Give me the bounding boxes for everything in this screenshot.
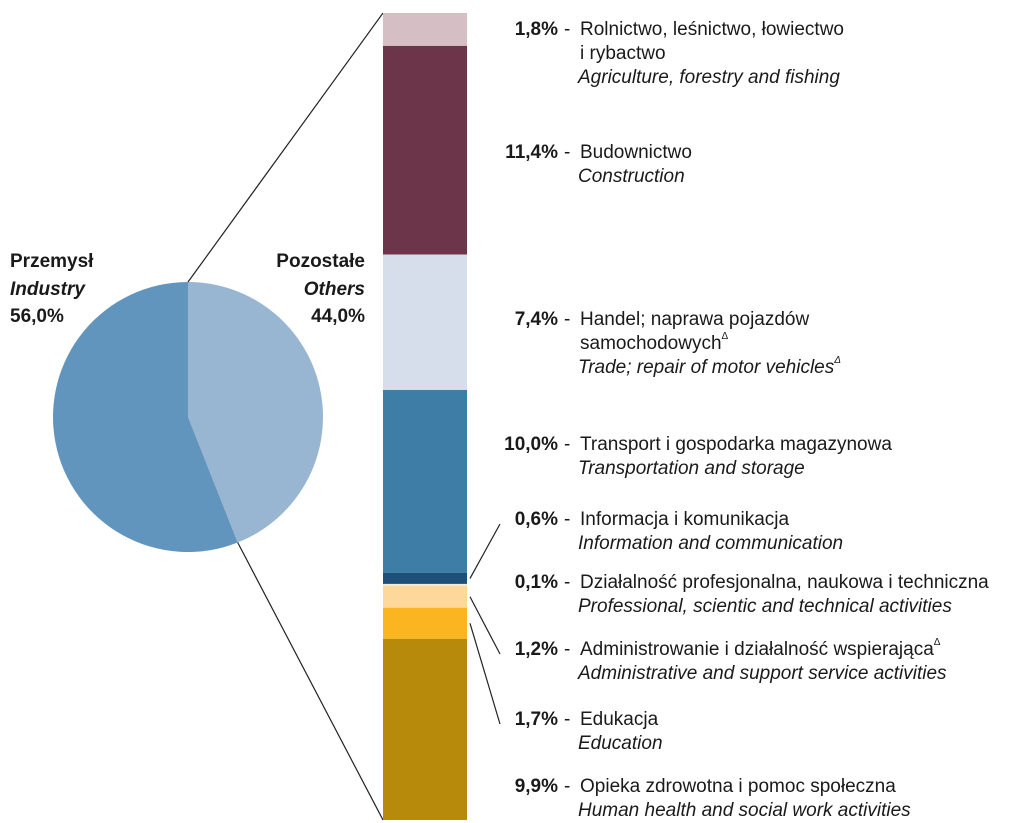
leader-line [469, 596, 501, 655]
category-label: samochodowychΔ [580, 331, 729, 354]
category-label: Budownictwo [580, 142, 692, 163]
separator: - [564, 309, 570, 330]
superscript: Δ [833, 355, 841, 366]
separator: - [564, 142, 570, 163]
separator: - [564, 509, 570, 530]
superscript: Δ [934, 637, 941, 648]
separator: - [564, 572, 570, 593]
category-label: Rolnictwo, leśnictwo, łowiectwo [580, 19, 844, 40]
pie-label: Pozostałe [276, 251, 365, 272]
separator: - [564, 19, 570, 40]
bar-segment [383, 583, 467, 586]
category-label-en: Professional, scientic and technical act… [578, 596, 952, 617]
category-label-en: Agriculture, forestry and fishing [577, 67, 840, 88]
connector [237, 542, 384, 821]
superscript: Δ [722, 331, 729, 342]
category-label-en: Trade; repair of motor vehiclesΔ [578, 355, 841, 378]
category-label: i rybactwo [580, 43, 666, 64]
bar-segment [383, 585, 467, 608]
category-label-en: Construction [578, 166, 685, 187]
pie-slice [188, 282, 323, 543]
leader-line [469, 523, 501, 579]
bar-segment [383, 254, 467, 390]
value-label: 1,8% [515, 19, 558, 40]
separator: - [564, 434, 570, 455]
category-label: Handel; naprawa pojazdów [580, 309, 809, 330]
category-label-en: Transportation and storage [578, 458, 805, 479]
value-label: 11,4% [505, 142, 558, 163]
pie-label-en: Industry [10, 279, 86, 300]
category-label-en: Human health and social work activities [578, 800, 911, 821]
value-label: 0,6% [515, 509, 558, 530]
bar-segment [383, 389, 467, 573]
separator: - [564, 776, 570, 797]
category-label: Transport i gospodarka magazynowa [580, 434, 892, 455]
connector [187, 12, 384, 283]
separator: - [564, 639, 570, 660]
bar-segment [383, 572, 467, 584]
value-label: 1,7% [515, 709, 558, 730]
pie-label-en: Others [304, 279, 365, 300]
value-label: 0,1% [515, 572, 558, 593]
category-label-en: Administrative and support service activ… [577, 663, 947, 684]
bar-segment [383, 45, 467, 255]
value-label: 7,4% [515, 309, 558, 330]
leader-line [469, 623, 501, 725]
category-label-en: Information and communication [578, 533, 843, 554]
separator: - [564, 709, 570, 730]
value-label: 10,0% [504, 434, 558, 455]
category-label: Działalność profesjonalna, naukowa i tec… [580, 572, 989, 593]
value-label: 9,9% [515, 776, 558, 797]
category-label: Informacja i komunikacja [580, 509, 790, 530]
category-label: Edukacja [580, 709, 659, 730]
category-label: Administrowanie i działalność wspierając… [580, 637, 941, 660]
pie-value-label: 44,0% [311, 306, 365, 327]
pie-slice [52, 282, 238, 552]
bar-segment [383, 13, 467, 46]
bar-segment [383, 607, 467, 639]
category-label-en: Education [578, 733, 663, 754]
pie-label: Przemysł [10, 251, 94, 272]
value-label: 1,2% [515, 639, 558, 660]
bar-segment [383, 638, 467, 820]
category-label: Opieka zdrowotna i pomoc społeczna [580, 776, 896, 797]
pie-value-label: 56,0% [10, 306, 64, 327]
